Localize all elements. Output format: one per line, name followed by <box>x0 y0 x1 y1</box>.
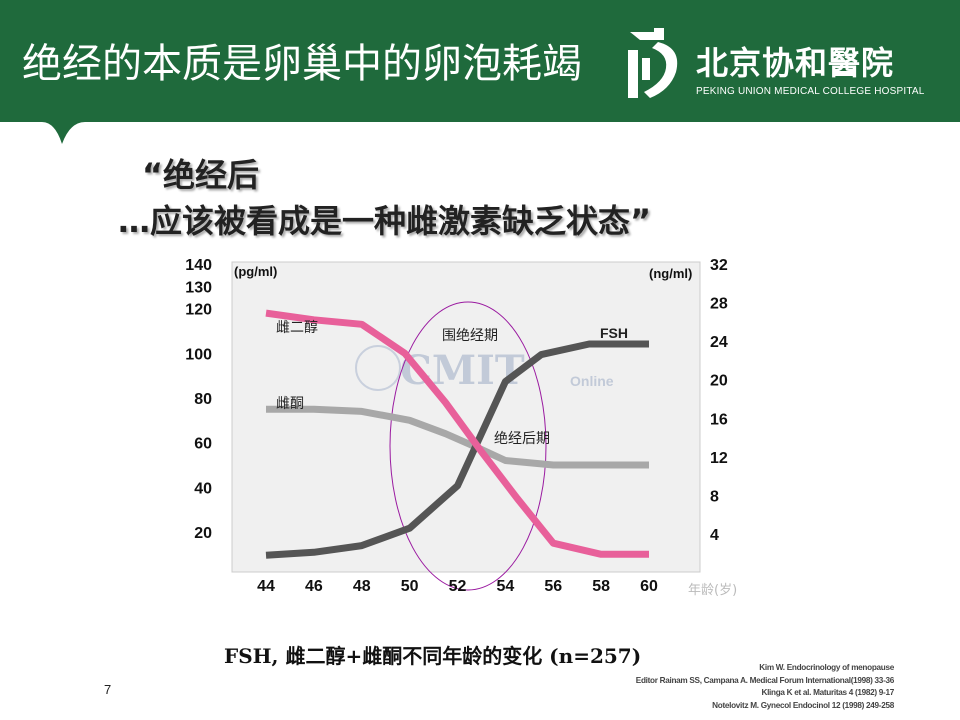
hospital-name-cn: 北京协和醫院 <box>696 44 895 82</box>
hormone-chart: CMIT Online204060801001201301404812162024… <box>185 257 737 598</box>
x-tick-label: 54 <box>496 578 514 595</box>
y-left-tick-label: 60 <box>194 436 212 453</box>
y-left-tick-label: 80 <box>194 391 212 408</box>
y-left-tick-label: 40 <box>194 480 212 497</box>
series-line-fsh <box>265 340 649 559</box>
y-right-tick-label: 28 <box>710 296 728 313</box>
hospital-logo: 北京协和醫院 PEKING UNION MEDICAL COLLEGE HOSP… <box>620 28 940 108</box>
reference-4: Notelovitz M. Gynecol Endocinol 12 (1998… <box>712 700 894 710</box>
x-tick-label: 50 <box>401 578 419 595</box>
page-number: 7 <box>104 682 112 697</box>
chart-caption: FSH, 雌二醇+雌酮不同年龄的变化 (n=257) <box>224 644 642 668</box>
y-left-tick-label: 120 <box>185 302 212 319</box>
quote-line-2: …应该被看成是一种雌激素缺乏状态” <box>118 202 652 240</box>
x-tick-label: 48 <box>353 578 371 595</box>
y-right-tick-label: 12 <box>710 450 728 467</box>
y-left-tick-label: 100 <box>185 346 212 363</box>
series-line-estradiol <box>265 309 649 558</box>
slide-title: 绝经的本质是卵巢中的卵泡耗竭 <box>22 41 582 87</box>
hospital-emblem-icon <box>628 28 678 98</box>
y-left-tick-label: 130 <box>185 279 212 296</box>
plot-area <box>231 261 701 573</box>
y-right-tick-label: 24 <box>710 334 728 351</box>
references: Kim W. Endocrinology of menopause Editor… <box>635 662 895 712</box>
y-right-tick-label: 20 <box>710 373 728 390</box>
y-left-tick-label: 20 <box>194 525 212 542</box>
series-label-estrone: 雌酮 <box>276 396 304 412</box>
y-left-axis-label: (pg/ml) <box>234 264 277 279</box>
series-label-fsh: FSH <box>600 325 628 341</box>
reference-1: Kim W. Endocrinology of menopause <box>759 663 894 672</box>
watermark-subtext: Online <box>570 373 614 389</box>
annotation-postmenopause: 绝经后期 <box>494 431 550 447</box>
y-right-tick-label: 4 <box>710 527 719 544</box>
x-tick-label: 46 <box>305 578 323 595</box>
annotation-perimenopause: 围绝经期 <box>442 328 498 344</box>
x-tick-label: 44 <box>257 578 275 595</box>
banner-curve <box>0 96 960 144</box>
reference-3: Klinga K et al. Maturitas 4 (1982) 9-17 <box>761 688 894 697</box>
x-axis-label: 年龄(岁) <box>688 583 737 598</box>
watermark-globe-icon <box>355 345 401 391</box>
reference-2: Editor Rainam SS, Campana A. Medical For… <box>635 675 895 685</box>
x-tick-label: 56 <box>544 578 562 595</box>
y-right-tick-label: 8 <box>710 488 719 505</box>
series-line-estrone <box>266 405 649 469</box>
x-tick-label: 58 <box>592 578 610 595</box>
y-right-tick-label: 16 <box>710 411 728 428</box>
y-right-tick-label: 32 <box>710 257 728 274</box>
hospital-name-en: PEKING UNION MEDICAL COLLEGE HOSPITAL <box>696 86 925 97</box>
x-tick-label: 60 <box>640 578 658 595</box>
series-label-estradiol: 雌二醇 <box>276 319 318 336</box>
perimenopause-ellipse <box>389 301 547 591</box>
quote-line-1: “绝经后 <box>142 156 260 194</box>
x-tick-label: 52 <box>449 578 467 595</box>
y-right-axis-label: (ng/ml) <box>649 266 692 281</box>
y-left-tick-label: 140 <box>185 257 212 274</box>
